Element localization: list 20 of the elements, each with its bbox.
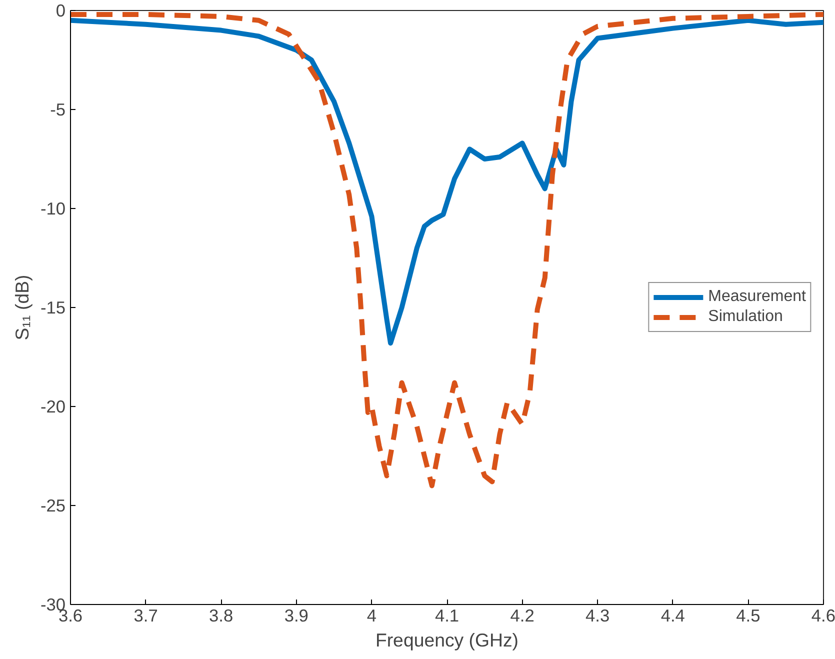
x-tick-label: 4.6 — [811, 606, 835, 626]
x-tick-label: 4.4 — [660, 606, 686, 626]
legend-label: Measurement — [708, 288, 806, 306]
x-axis-title: Frequency (GHz) — [375, 630, 519, 650]
y-tick-label: 0 — [56, 0, 66, 20]
y-tick-label: -20 — [40, 396, 66, 416]
x-tick-label: 4.3 — [586, 606, 610, 626]
y-axis-title: S₁₁ (dB) — [11, 274, 32, 340]
y-tick-label: -25 — [40, 496, 66, 516]
x-tick-label: 4 — [366, 606, 377, 626]
y-tick-label: -15 — [40, 298, 66, 318]
x-tick-label: 4.5 — [736, 606, 760, 626]
x-tick-label: 4.1 — [434, 606, 460, 626]
legend-label: Simulation — [708, 308, 783, 326]
x-tick-label: 3.8 — [209, 606, 234, 626]
x-tick-label: 4.2 — [510, 606, 534, 626]
y-tick-label: -10 — [40, 198, 66, 218]
x-tick-label: 3.7 — [134, 606, 158, 626]
x-tick-label: 3.9 — [284, 606, 308, 626]
y-tick-label: -5 — [50, 100, 66, 120]
